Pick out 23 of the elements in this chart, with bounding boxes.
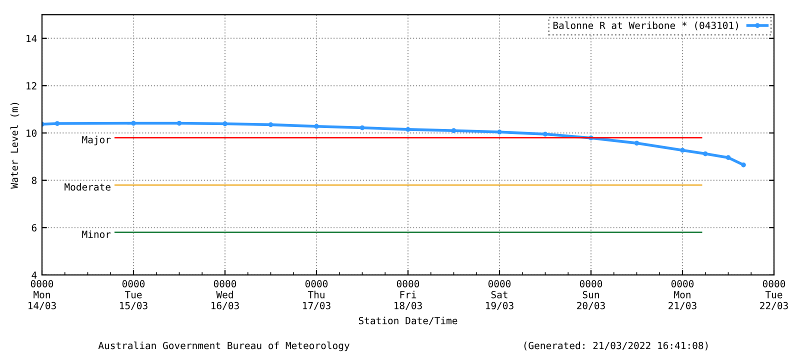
y-tick-label: 8 xyxy=(32,176,37,184)
ref-line-label: Minor xyxy=(82,230,111,238)
x-axis-title: Station Date/Time xyxy=(358,316,458,326)
x-tick-label: 0000 Thu 17/03 xyxy=(303,280,330,310)
x-tick-label: 0000 Sat 19/03 xyxy=(486,280,514,310)
x-tick-label: 0000 Mon 14/03 xyxy=(28,280,56,310)
x-tick-label: 0000 Tue 15/03 xyxy=(120,280,148,310)
y-axis-title: Water Level (m) xyxy=(10,102,20,189)
text: (Generated: 21/03/2022 16:41:08) xyxy=(524,342,708,350)
ref-line-label: Major xyxy=(82,136,111,146)
y-tick-label: 4 xyxy=(32,272,37,279)
x-tick-label: 0000 Fri 18/03 xyxy=(394,280,422,310)
x-tick-label: 0000 Tue 22/03 xyxy=(760,280,788,310)
text: Australian Government Bureau of Meteorology xyxy=(98,342,350,352)
x-tick-label: 0000 Sun 20/03 xyxy=(577,280,605,310)
y-tick-label: 12 xyxy=(26,82,36,90)
y-tick-label: 10 xyxy=(26,129,37,137)
y-tick-label: 14 xyxy=(26,34,37,42)
x-tick-label: 0000 Wed 16/03 xyxy=(212,280,239,310)
y-tick-label: 6 xyxy=(32,224,37,232)
legend-label: Balonne R at Weribone * (043101) xyxy=(553,21,738,30)
x-tick-label: 0000 Mon 21/03 xyxy=(668,280,696,310)
ref-line-label: Moderate xyxy=(64,183,110,191)
